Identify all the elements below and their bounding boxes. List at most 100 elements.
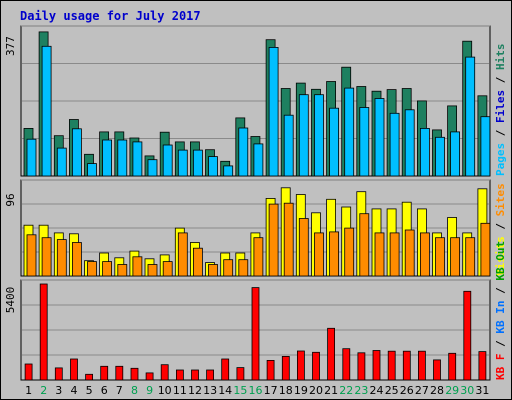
legend-separator: / [494,70,507,90]
bar-files-16 [253,143,264,177]
bar-sites-12 [192,247,203,277]
bar-kb-f-3 [54,367,63,381]
legend-separator: / [494,334,507,354]
bar-files-12 [192,149,203,177]
bar-kb-f-1 [24,363,33,381]
x-tick-label-12: 12 [188,384,202,397]
bar-kb-f-2 [39,283,48,381]
y-max-label: 377 [4,36,17,56]
chart-text: 377 Pages / Files / Hits 96 Visits / Sites 5… [4,36,507,397]
x-tick-label-27: 27 [415,384,429,397]
bar-files-9 [147,159,158,177]
bar-files-10 [162,144,173,177]
bar-kb-f-6 [100,365,109,381]
bar-kb-f-20 [312,351,320,381]
legend-panel-1: Pages / Files / Hits [494,44,507,177]
bar-files-6 [102,139,112,177]
bar-files-21 [329,107,340,177]
bar-kb-f-28 [433,359,441,381]
x-tick-label-1: 1 [25,384,32,397]
x-tick-label-24: 24 [370,384,384,397]
legend-item-kb-f: KB F [494,354,507,381]
x-tick-label-3: 3 [55,384,62,397]
legend-panel-3: KB F / KB In / KB Out [494,241,507,380]
x-tick-label-10: 10 [158,384,172,397]
bar-kb-f-13 [206,369,215,381]
bar-kb-f-17 [266,359,275,381]
legend-item-pages: Pages [494,143,507,176]
bar-files-14 [223,165,234,177]
bar-sites-25 [389,232,400,277]
x-tick-label-23: 23 [354,384,368,397]
bar-sites-16 [253,237,264,277]
bar-sites-31 [480,222,491,277]
bar-sites-22 [344,227,355,277]
x-tick-label-5: 5 [86,384,93,397]
bar-files-8 [132,141,143,177]
x-tick-label-15: 15 [233,384,247,397]
bar-sites-26 [404,229,415,277]
bar-sites-6 [102,261,112,277]
bar-files-29 [450,131,461,177]
x-tick-label-2: 2 [40,384,47,397]
bar-files-17 [268,47,279,177]
chart-title: Daily usage for July 2017 [20,9,201,23]
bar-files-4 [72,128,82,177]
bar-sites-7 [117,264,128,277]
bar-kb-f-10 [160,364,169,381]
bar-files-11 [177,149,188,177]
bar-sites-14 [223,259,234,277]
bar-files-31 [480,116,491,177]
bar-sites-19 [298,218,309,277]
bar-files-19 [298,94,309,177]
bar-files-25 [389,112,400,177]
bar-kb-f-23 [357,352,366,381]
x-tick-label-21: 21 [324,384,338,397]
legend-item-hits: Hits [494,44,507,71]
bar-kb-f-16 [251,287,260,381]
x-tick-label-8: 8 [131,384,138,397]
bar-kb-f-8 [130,367,139,381]
bar-kb-f-21 [327,327,336,381]
bar-files-15 [238,127,249,177]
bar-sites-23 [359,213,370,277]
x-tick-label-31: 31 [475,384,489,397]
x-tick-label-30: 30 [460,384,474,397]
bar-files-18 [283,114,294,177]
x-tick-label-7: 7 [116,384,123,397]
bar-sites-21 [329,231,340,277]
bar-sites-28 [435,237,445,277]
bar-kb-f-18 [281,355,290,381]
bar-sites-11 [177,232,188,277]
x-tick-label-25: 25 [385,384,399,397]
y-max-label: 96 [4,193,17,206]
bar-kb-f-7 [115,365,124,381]
x-tick-label-22: 22 [339,384,353,397]
bar-sites-5 [87,261,97,277]
bar-sites-24 [374,232,385,277]
legend-separator: / [494,123,507,143]
bar-sites-20 [314,232,324,277]
x-tick-label-20: 20 [309,384,323,397]
bar-sites-30 [465,237,476,277]
y-max-label: 5400 [4,287,17,314]
bar-kb-f-25 [387,350,396,381]
bar-kb-f-30 [463,290,472,381]
bar-kb-f-22 [342,348,351,381]
bar-files-30 [465,56,476,177]
legend-separator: / [494,216,507,236]
bar-kb-f-14 [221,358,230,381]
x-tick-label-11: 11 [173,384,187,397]
bar-files-7 [117,139,128,177]
bar-sites-15 [238,259,249,277]
bar-kb-f-5 [85,373,93,381]
x-tick-label-19: 19 [294,384,308,397]
legend-item-sites: Sites [494,183,507,216]
legend-panel-2: Visits / Sites [494,183,507,276]
bar-sites-13 [208,264,218,277]
bar-files-1 [26,138,37,177]
bar-kb-f-27 [417,350,426,381]
bar-kb-f-24 [372,350,381,381]
chart-bars [23,31,491,381]
bar-kb-f-26 [402,350,411,381]
